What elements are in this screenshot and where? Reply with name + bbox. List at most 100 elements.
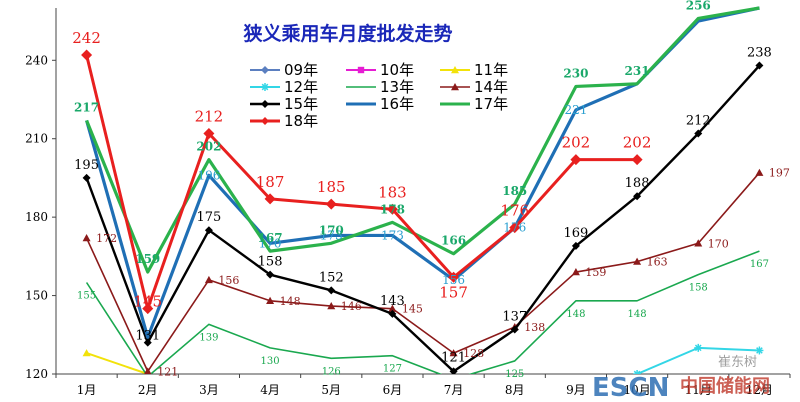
chart-title: 狭义乘用车月度批发走势 bbox=[242, 22, 452, 45]
series-layer bbox=[81, 6, 764, 374]
legend-item: 17年 bbox=[440, 95, 508, 113]
data-point bbox=[694, 343, 703, 352]
data-point bbox=[694, 129, 703, 138]
data-label: 130 bbox=[261, 356, 280, 367]
data-point bbox=[82, 234, 91, 242]
data-label: 196 bbox=[197, 168, 220, 182]
data-label: 170 bbox=[708, 237, 729, 250]
data-point bbox=[388, 309, 397, 318]
data-point bbox=[143, 338, 152, 347]
data-label: 121 bbox=[441, 350, 466, 365]
data-label: 173 bbox=[320, 228, 343, 242]
data-point bbox=[755, 61, 764, 70]
data-label: 202 bbox=[196, 140, 221, 154]
series-12年 bbox=[633, 343, 764, 374]
data-label: 156 bbox=[442, 273, 465, 287]
series-line bbox=[85, 6, 760, 274]
data-label: 176 bbox=[503, 221, 526, 235]
data-label: 167 bbox=[258, 231, 283, 245]
data-point bbox=[266, 270, 275, 279]
data-label: 145 bbox=[402, 303, 423, 316]
data-point bbox=[82, 173, 91, 182]
legend-item: 10年 bbox=[346, 61, 414, 79]
data-label: 167 bbox=[750, 259, 769, 270]
data-point bbox=[509, 222, 521, 234]
data-label: 242 bbox=[72, 29, 101, 47]
data-label: 202 bbox=[562, 134, 591, 152]
data-label: 202 bbox=[623, 134, 652, 152]
series-line bbox=[85, 172, 761, 373]
watermark-brand-en: ESCN bbox=[592, 373, 669, 402]
series-line bbox=[85, 250, 760, 374]
legend-label: 11年 bbox=[474, 61, 508, 79]
legend-marker bbox=[451, 66, 459, 74]
x-tick-label: 9月 bbox=[566, 383, 586, 397]
data-point bbox=[694, 239, 703, 247]
y-tick-label: 210 bbox=[25, 132, 48, 146]
legend-label: 16年 bbox=[380, 95, 414, 113]
data-point bbox=[386, 203, 398, 215]
data-label: 158 bbox=[689, 283, 708, 294]
legend-label: 09年 bbox=[284, 61, 318, 79]
data-label: 183 bbox=[378, 183, 407, 201]
data-point bbox=[631, 154, 643, 166]
legend-item: 14年 bbox=[440, 78, 508, 96]
data-label: 173 bbox=[381, 228, 404, 242]
y-tick-label: 240 bbox=[25, 53, 48, 67]
data-point bbox=[755, 168, 764, 176]
series-13年 bbox=[85, 250, 760, 374]
data-label: 159 bbox=[135, 252, 160, 266]
data-point bbox=[571, 241, 580, 250]
data-label: 127 bbox=[383, 364, 402, 375]
y-tick-label: 120 bbox=[25, 367, 48, 381]
legend-item: 12年 bbox=[250, 78, 318, 96]
data-label: 157 bbox=[439, 283, 468, 301]
data-label: 230 bbox=[563, 66, 588, 80]
data-label: 256 bbox=[686, 0, 711, 12]
data-label: 212 bbox=[195, 107, 224, 125]
data-label: 155 bbox=[77, 291, 96, 302]
legend-marker bbox=[261, 117, 269, 125]
legend-marker bbox=[261, 66, 269, 74]
data-point bbox=[510, 325, 519, 334]
data-point bbox=[325, 198, 337, 210]
legend-marker bbox=[261, 100, 269, 108]
data-point bbox=[570, 154, 582, 166]
x-tick-label: 1月 bbox=[77, 383, 97, 397]
data-label: 185 bbox=[317, 178, 346, 196]
data-label: 125 bbox=[505, 369, 524, 380]
data-label: 187 bbox=[256, 173, 285, 191]
legend-marker bbox=[451, 83, 459, 91]
data-point bbox=[327, 302, 336, 310]
data-label: 137 bbox=[502, 310, 527, 325]
series-11年 bbox=[82, 349, 150, 374]
data-point bbox=[264, 193, 276, 205]
legend-item: 11年 bbox=[440, 61, 508, 79]
series-line bbox=[86, 352, 149, 374]
watermark-author: 崔东树 bbox=[718, 354, 757, 370]
x-tick-label: 11月 bbox=[685, 383, 712, 397]
data-point bbox=[81, 49, 93, 61]
chart-axes: 120 150 180 210 240 1月 2月 3月 4月 5月 6月 7月 8月 9月 10月 11月 1… bbox=[25, 8, 791, 397]
x-tick-label: 8月 bbox=[505, 383, 525, 397]
chart-legend: 09年 10年 11年 12年 13年 14年 15年 16年 17年 18年 bbox=[250, 61, 508, 130]
data-point bbox=[571, 268, 580, 276]
data-point bbox=[144, 367, 152, 374]
data-label: 143 bbox=[380, 294, 405, 309]
data-label: 221 bbox=[564, 103, 587, 117]
legend-label: 13年 bbox=[380, 78, 414, 96]
data-label: 166 bbox=[441, 234, 466, 248]
legend-item: 09年 bbox=[250, 61, 318, 79]
data-label: 238 bbox=[747, 46, 772, 61]
legend-label: 15年 bbox=[284, 95, 318, 113]
data-point bbox=[448, 271, 460, 283]
data-label: 159 bbox=[585, 266, 606, 279]
data-label: 148 bbox=[628, 309, 647, 320]
legend-item: 18年 bbox=[250, 112, 318, 130]
legend-label: 18年 bbox=[284, 112, 318, 130]
data-point bbox=[204, 275, 213, 284]
legend-item: 13年 bbox=[346, 78, 414, 96]
series-17年 bbox=[85, 6, 760, 274]
data-point bbox=[388, 304, 397, 312]
